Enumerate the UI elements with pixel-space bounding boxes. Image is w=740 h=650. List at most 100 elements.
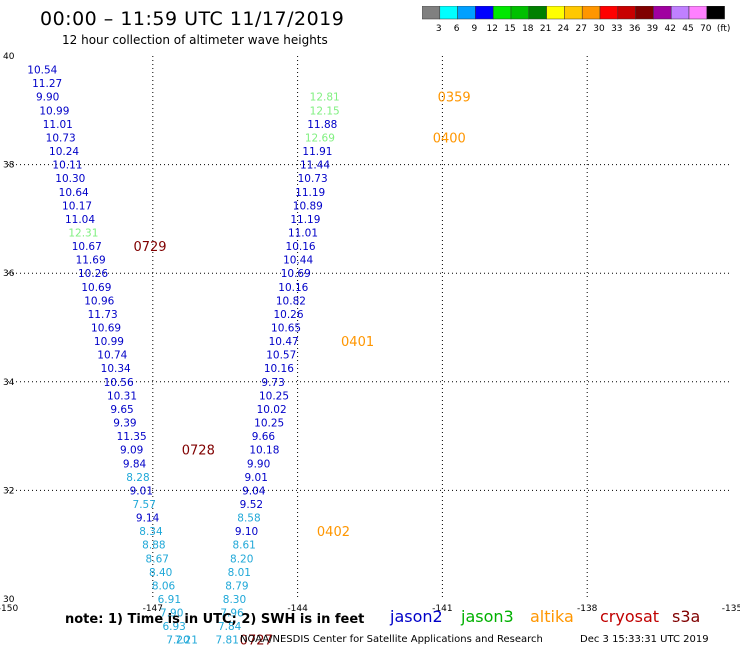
scale-label: (ft) bbox=[717, 24, 731, 34]
wave-height-value: 6.91 bbox=[158, 594, 181, 606]
wave-height-value: 8.58 bbox=[237, 513, 260, 525]
scale-label: 42 bbox=[664, 24, 675, 34]
wave-height-value: 9.52 bbox=[240, 499, 263, 511]
wave-height-value: 10.73 bbox=[298, 173, 328, 185]
wave-height-value: 10.99 bbox=[39, 105, 69, 117]
wave-height-value: 11.01 bbox=[43, 119, 73, 131]
wave-height-value: 9.66 bbox=[252, 431, 276, 443]
wave-height-value: 10.30 bbox=[55, 173, 85, 185]
wave-height-value: 9.73 bbox=[261, 377, 284, 389]
pass-time-label: 0729 bbox=[133, 240, 166, 255]
wave-height-value: 8.06 bbox=[152, 580, 176, 592]
longitude-tick-label: -147 bbox=[143, 604, 163, 614]
pass-time-label: 0402 bbox=[317, 525, 350, 540]
wave-height-value: 10.89 bbox=[293, 200, 323, 212]
wave-height-value: 11.69 bbox=[76, 255, 106, 267]
wave-height-value: 8.67 bbox=[146, 553, 169, 565]
credit-line: NOAA/NESDIS Center for Satellite Applica… bbox=[240, 634, 543, 645]
wave-height-value: 9.10 bbox=[235, 526, 258, 538]
wave-height-value: 11.91 bbox=[302, 146, 332, 158]
longitude-tick-label: -141 bbox=[432, 604, 452, 614]
scale-label: 39 bbox=[647, 24, 659, 34]
wave-height-value: 10.24 bbox=[49, 146, 79, 158]
legend-jason2: jason2 bbox=[390, 607, 443, 626]
legend-cryosat: cryosat bbox=[600, 607, 660, 626]
wave-height-value: 10.74 bbox=[97, 350, 127, 362]
wave-height-value: 12.81 bbox=[310, 92, 340, 104]
wave-height-value: 11.04 bbox=[65, 214, 95, 226]
scale-label: 9 bbox=[472, 24, 478, 34]
latitude-tick-label: 36 bbox=[3, 269, 15, 279]
wave-height-value: 10.26 bbox=[273, 309, 303, 321]
wave-height-value: 8.20 bbox=[230, 553, 253, 565]
wave-height-value: 10.64 bbox=[59, 187, 89, 199]
footnote: note: 1) Time is in UTC; 2) SWH is in fe… bbox=[65, 612, 365, 627]
wave-height-value: 9.84 bbox=[123, 458, 147, 470]
wave-height-value: 10.16 bbox=[278, 282, 308, 294]
wave-height-value: 7.20 bbox=[166, 635, 189, 647]
wave-height-value: 10.26 bbox=[78, 268, 108, 280]
longitude-tick-label: -138 bbox=[577, 604, 598, 614]
wave-height-value: 11.44 bbox=[300, 160, 330, 172]
wave-height-value: 7.84 bbox=[218, 621, 242, 633]
pass-time-label: 0728 bbox=[182, 444, 215, 459]
wave-height-value: 9.65 bbox=[110, 404, 133, 416]
wave-height-value: 12.31 bbox=[68, 227, 98, 239]
wave-height-value: 9.04 bbox=[242, 485, 266, 497]
wave-height-value: 10.65 bbox=[271, 323, 301, 335]
wave-height-value: 10.69 bbox=[81, 282, 111, 294]
scale-label: 27 bbox=[575, 24, 586, 34]
wave-height-value: 10.25 bbox=[254, 418, 284, 430]
wave-height-value: 10.16 bbox=[264, 363, 294, 375]
wave-height-value: 10.17 bbox=[62, 200, 92, 212]
scale-label: 33 bbox=[611, 24, 622, 34]
legend-altika: altika bbox=[530, 607, 574, 626]
wave-height-value: 10.16 bbox=[286, 241, 316, 253]
scale-label: 6 bbox=[454, 24, 460, 34]
wave-height-value: 11.01 bbox=[288, 227, 318, 239]
wave-height-value: 9.14 bbox=[136, 513, 160, 525]
wave-height-value: 11.19 bbox=[295, 187, 325, 199]
wave-height-value: 6.93 bbox=[162, 621, 185, 633]
wave-height-value: 11.19 bbox=[290, 214, 320, 226]
wave-height-value: 12.15 bbox=[310, 105, 340, 117]
wave-height-value: 10.44 bbox=[283, 255, 313, 267]
page-subtitle: 12 hour collection of altimeter wave hei… bbox=[62, 33, 328, 47]
latitude-tick-label: 40 bbox=[3, 52, 15, 62]
wave-height-value: 7.96 bbox=[220, 608, 244, 620]
scale-label: 45 bbox=[682, 24, 693, 34]
scale-label: 12 bbox=[486, 24, 497, 34]
wave-height-value: 7.90 bbox=[160, 608, 183, 620]
scale-label: 18 bbox=[522, 24, 534, 34]
wave-height-value: 9.09 bbox=[120, 445, 143, 457]
wave-height-value: 11.35 bbox=[117, 431, 147, 443]
longitude-tick-label: -135 bbox=[722, 604, 740, 614]
scale-label: 21 bbox=[540, 24, 551, 34]
scale-label: 3 bbox=[436, 24, 442, 34]
longitude-tick-label: -144 bbox=[287, 604, 308, 614]
pass-time-label: 0401 bbox=[341, 335, 374, 350]
wave-height-value: 10.56 bbox=[104, 377, 134, 389]
wave-height-value: 9.39 bbox=[113, 418, 136, 430]
wave-height-value: 8.40 bbox=[149, 567, 172, 579]
wave-height-value: 12.69 bbox=[305, 132, 335, 144]
wave-height-value: 10.34 bbox=[101, 363, 131, 375]
wave-height-value: 10.25 bbox=[259, 390, 289, 402]
wave-height-value: 10.02 bbox=[257, 404, 287, 416]
wave-height-value: 11.73 bbox=[88, 309, 118, 321]
scale-label: 36 bbox=[629, 24, 641, 34]
wave-height-value: 8.01 bbox=[228, 567, 251, 579]
wave-height-value: 10.96 bbox=[84, 295, 114, 307]
wave-height-value: 8.28 bbox=[126, 472, 149, 484]
wave-height-value: 10.11 bbox=[52, 160, 82, 172]
wave-height-value: 10.57 bbox=[266, 350, 296, 362]
wave-height-value: 10.99 bbox=[94, 336, 124, 348]
wave-height-value: 10.82 bbox=[276, 295, 306, 307]
legend-jason3: jason3 bbox=[461, 607, 514, 626]
wave-height-value: 7.21 bbox=[175, 635, 198, 647]
pass-time-label: 0727 bbox=[240, 634, 273, 649]
wave-height-value: 9.90 bbox=[247, 458, 270, 470]
wave-height-value: 9.90 bbox=[36, 92, 59, 104]
